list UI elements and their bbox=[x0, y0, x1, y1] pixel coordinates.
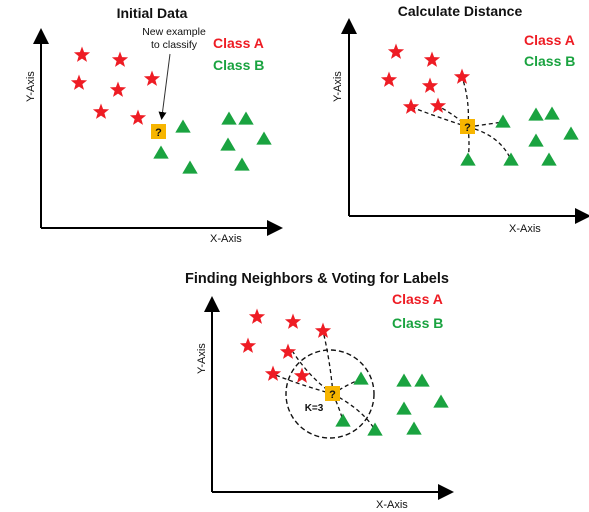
query-square bbox=[151, 124, 166, 139]
class-a-star-icon bbox=[264, 365, 282, 381]
class-b-triangle-icon bbox=[182, 160, 198, 174]
query-symbol: ? bbox=[329, 389, 336, 401]
class-b-triangle-icon bbox=[528, 133, 544, 147]
legend-class-b: Class B bbox=[213, 57, 264, 73]
class-a-star-icon bbox=[421, 77, 439, 93]
class-b-triangle-icon bbox=[220, 137, 236, 151]
query-symbol: ? bbox=[155, 127, 162, 139]
class-b-triangle-icon bbox=[495, 114, 511, 128]
panel-title: Initial Data bbox=[117, 5, 188, 21]
class-b-triangle-icon bbox=[528, 107, 544, 121]
query-point: ? bbox=[325, 386, 340, 401]
class-a-star-icon bbox=[109, 81, 127, 97]
annotation-line-2: to classify bbox=[151, 39, 198, 51]
class-a-points bbox=[380, 43, 471, 114]
k-neighborhood-circle bbox=[285, 349, 375, 439]
class-b-triangle-icon bbox=[503, 152, 519, 166]
distance-line bbox=[292, 351, 334, 395]
x-axis-label: X-Axis bbox=[210, 233, 242, 245]
class-b-triangle-icon bbox=[175, 119, 191, 133]
legend-class-b: Class B bbox=[524, 53, 575, 69]
class-a-star-icon bbox=[284, 313, 302, 329]
y-axis-label: Y-Axis bbox=[25, 71, 37, 102]
y-axis-label: Y-Axis bbox=[196, 343, 208, 374]
class-b-points bbox=[460, 106, 579, 166]
class-a-star-icon bbox=[111, 51, 129, 67]
class-b-triangle-icon bbox=[396, 373, 412, 387]
class-a-star-icon bbox=[453, 68, 471, 84]
panel-initial-data: Initial Data X-Axis Y-Axis Class A Class… bbox=[25, 5, 283, 245]
panel-calculate-distance: Calculate Distance X-Axis Y-Axis Class A… bbox=[332, 3, 589, 235]
distance-line bbox=[467, 121, 504, 128]
class-b-triangle-icon bbox=[367, 422, 383, 436]
class-b-triangle-icon bbox=[406, 421, 422, 435]
annotation-line-1: New example bbox=[142, 26, 206, 38]
distance-line bbox=[272, 373, 334, 395]
class-a-star-icon bbox=[423, 51, 441, 67]
class-b-triangle-icon bbox=[153, 145, 169, 159]
class-a-star-icon bbox=[248, 308, 266, 324]
k-label: K=3 bbox=[305, 403, 324, 414]
class-b-points bbox=[335, 371, 449, 436]
class-a-star-icon bbox=[70, 74, 88, 90]
legend-class-a: Class A bbox=[524, 32, 575, 48]
class-a-star-icon bbox=[293, 367, 311, 383]
query-symbol: ? bbox=[464, 122, 471, 134]
legend-class-a: Class A bbox=[213, 35, 264, 51]
panel-title: Finding Neighbors & Voting for Labels bbox=[185, 271, 449, 287]
distance-line bbox=[410, 106, 469, 128]
legend-class-b: Class B bbox=[392, 315, 443, 331]
y-axis-label: Y-Axis bbox=[332, 71, 344, 102]
query-point: ? bbox=[151, 124, 166, 139]
class-b-triangle-icon bbox=[414, 373, 430, 387]
class-b-triangle-icon bbox=[221, 111, 237, 125]
x-axis-label: X-Axis bbox=[509, 223, 541, 235]
class-b-triangle-icon bbox=[563, 126, 579, 140]
class-a-star-icon bbox=[143, 70, 161, 86]
class-b-triangle-icon bbox=[541, 152, 557, 166]
panel-finding-neighbors: Finding Neighbors & Voting for Labels X-… bbox=[185, 271, 454, 511]
class-a-star-icon bbox=[387, 43, 405, 59]
class-a-star-icon bbox=[92, 103, 110, 119]
class-b-triangle-icon bbox=[256, 131, 272, 145]
distance-line bbox=[322, 330, 334, 395]
class-b-triangle-icon bbox=[396, 401, 412, 415]
class-a-points bbox=[239, 308, 332, 383]
class-a-star-icon bbox=[429, 97, 447, 113]
class-b-triangle-icon bbox=[238, 111, 254, 125]
query-point: ? bbox=[460, 119, 475, 134]
class-a-star-icon bbox=[279, 343, 297, 359]
class-a-star-icon bbox=[129, 109, 147, 125]
class-a-star-icon bbox=[73, 46, 91, 62]
class-b-triangle-icon bbox=[234, 157, 250, 171]
class-b-triangle-icon bbox=[433, 394, 449, 408]
class-b-triangle-icon bbox=[335, 413, 351, 427]
class-b-triangle-icon bbox=[544, 106, 560, 120]
legend-class-a: Class A bbox=[392, 291, 443, 307]
x-axis-label: X-Axis bbox=[376, 499, 408, 511]
class-b-triangle-icon bbox=[460, 152, 476, 166]
class-a-star-icon bbox=[380, 71, 398, 87]
annotation-arrow bbox=[158, 53, 171, 120]
class-a-star-icon bbox=[314, 322, 332, 338]
class-b-points bbox=[153, 111, 272, 174]
panel-title: Calculate Distance bbox=[398, 3, 523, 19]
query-square bbox=[325, 386, 340, 401]
class-a-points bbox=[70, 46, 161, 125]
class-a-star-icon bbox=[402, 98, 420, 114]
query-square bbox=[460, 119, 475, 134]
class-a-star-icon bbox=[239, 337, 257, 353]
class-b-triangle-icon bbox=[353, 371, 369, 385]
